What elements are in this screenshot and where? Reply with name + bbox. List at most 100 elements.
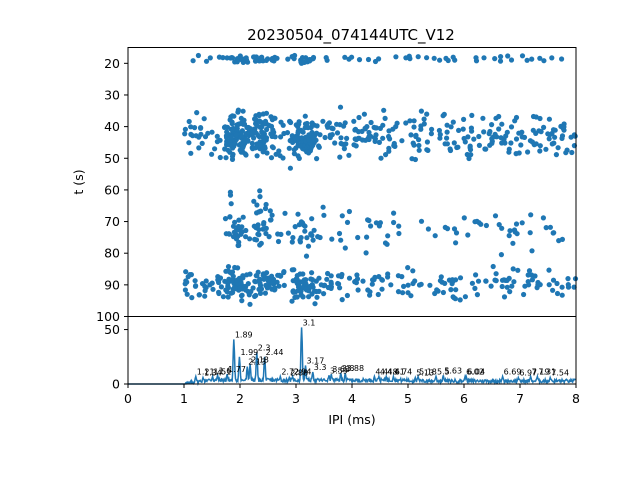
peak-label: 5.18 xyxy=(419,367,437,376)
scatter-point xyxy=(306,137,312,143)
scatter-point xyxy=(421,116,427,122)
peak-label: 3.59 xyxy=(330,366,348,375)
scatter-point xyxy=(313,278,319,284)
scatter-point xyxy=(296,284,302,290)
scatter-point xyxy=(496,222,502,228)
scatter-point xyxy=(245,125,251,131)
scatter-point xyxy=(222,216,229,222)
scatter-point xyxy=(306,294,312,300)
scatter-point xyxy=(537,55,543,61)
scatter-point xyxy=(227,142,233,148)
scatter-point xyxy=(559,56,565,62)
scatter-point xyxy=(492,56,498,62)
peak-label: 2.44 xyxy=(266,348,284,357)
scatter-point xyxy=(462,139,468,145)
scatter-point xyxy=(450,278,456,284)
scatter-point xyxy=(356,57,363,63)
scatter-point xyxy=(471,136,477,142)
scatter-point xyxy=(396,223,402,229)
scatter-point xyxy=(452,57,458,63)
scatter-point xyxy=(445,57,451,64)
scatter-point xyxy=(280,122,286,128)
scatter-point xyxy=(243,287,249,293)
peak-label: 4.74 xyxy=(394,367,412,376)
scatter-point xyxy=(254,123,260,129)
scatter-point xyxy=(298,127,304,133)
scatter-point xyxy=(540,215,547,221)
scatter-point xyxy=(240,214,246,220)
scatter-point xyxy=(327,134,333,141)
scatter-point xyxy=(363,250,369,256)
scatter-point xyxy=(469,112,475,118)
scatter-point xyxy=(203,278,209,284)
scatter-point xyxy=(492,213,499,219)
scatter-point xyxy=(493,271,499,277)
scatter-point xyxy=(269,273,275,279)
scatter-point xyxy=(251,54,257,60)
scatter-point xyxy=(294,277,300,283)
scatter-point xyxy=(385,274,391,280)
scatter-point xyxy=(437,278,443,284)
scatter-point xyxy=(351,142,357,148)
scatter-point xyxy=(395,289,402,295)
scatter-point xyxy=(336,230,343,237)
peak-label: 3.88 xyxy=(346,364,364,373)
histogram-x-tick-label: 5 xyxy=(404,391,412,406)
scatter-point xyxy=(251,198,257,204)
scatter-y-tick-label: 80 xyxy=(104,246,120,261)
scatter-point xyxy=(258,286,264,292)
scatter-point xyxy=(262,290,268,296)
scatter-point xyxy=(418,126,424,132)
scatter-point xyxy=(234,277,240,283)
scatter-point xyxy=(262,205,269,212)
scatter-point xyxy=(228,114,234,120)
scatter-point xyxy=(225,147,231,153)
scatter-point xyxy=(476,133,482,140)
scatter-point xyxy=(252,224,258,230)
scatter-point xyxy=(245,59,251,65)
scatter-point xyxy=(525,272,531,278)
scatter-point xyxy=(228,270,234,276)
histogram-x-axis: 0 1 2 3 4 5 6 7 8 xyxy=(124,384,580,406)
scatter-point xyxy=(550,230,556,236)
scatter-point xyxy=(572,133,578,139)
scatter-point xyxy=(359,137,366,143)
scatter-point xyxy=(266,234,272,240)
peak-label: 6.97 xyxy=(519,368,537,377)
scatter-point xyxy=(237,285,243,291)
scatter-point xyxy=(275,238,282,245)
scatter-point xyxy=(224,124,231,130)
scatter-point xyxy=(309,232,315,238)
histogram-plot-area: 1.211.341.511.61.771.891.992.132.182.32.… xyxy=(128,318,577,387)
scatter-point xyxy=(535,282,541,288)
scatter-point xyxy=(295,135,301,141)
scatter-point xyxy=(256,232,262,238)
scatter-point xyxy=(529,139,536,145)
scatter-point xyxy=(184,291,190,297)
scatter-point xyxy=(255,269,261,275)
scatter-point xyxy=(519,53,526,59)
scatter-point xyxy=(472,285,478,291)
scatter-point xyxy=(368,119,374,126)
scatter-point xyxy=(193,283,199,289)
scatter-y-axis: 20 30 40 50 60 70 80 90 100 xyxy=(96,56,128,324)
scatter-point xyxy=(261,276,267,282)
scatter-point xyxy=(460,126,466,132)
scatter-point xyxy=(483,222,489,229)
scatter-point xyxy=(376,274,382,280)
scatter-point xyxy=(230,125,236,132)
scatter-point xyxy=(487,128,493,135)
scatter-point xyxy=(375,291,381,298)
scatter-point xyxy=(447,147,454,154)
scatter-point xyxy=(503,133,509,139)
scatter-point xyxy=(287,138,293,144)
peak-label: 5.63 xyxy=(444,366,462,375)
scatter-point xyxy=(303,286,309,292)
scatter-point xyxy=(224,129,230,135)
peak-label: 7.54 xyxy=(551,368,569,377)
scatter-point xyxy=(473,58,480,64)
scatter-point xyxy=(481,55,487,61)
scatter-point xyxy=(243,55,249,61)
scatter-point xyxy=(306,150,312,156)
scatter-point xyxy=(391,140,397,147)
